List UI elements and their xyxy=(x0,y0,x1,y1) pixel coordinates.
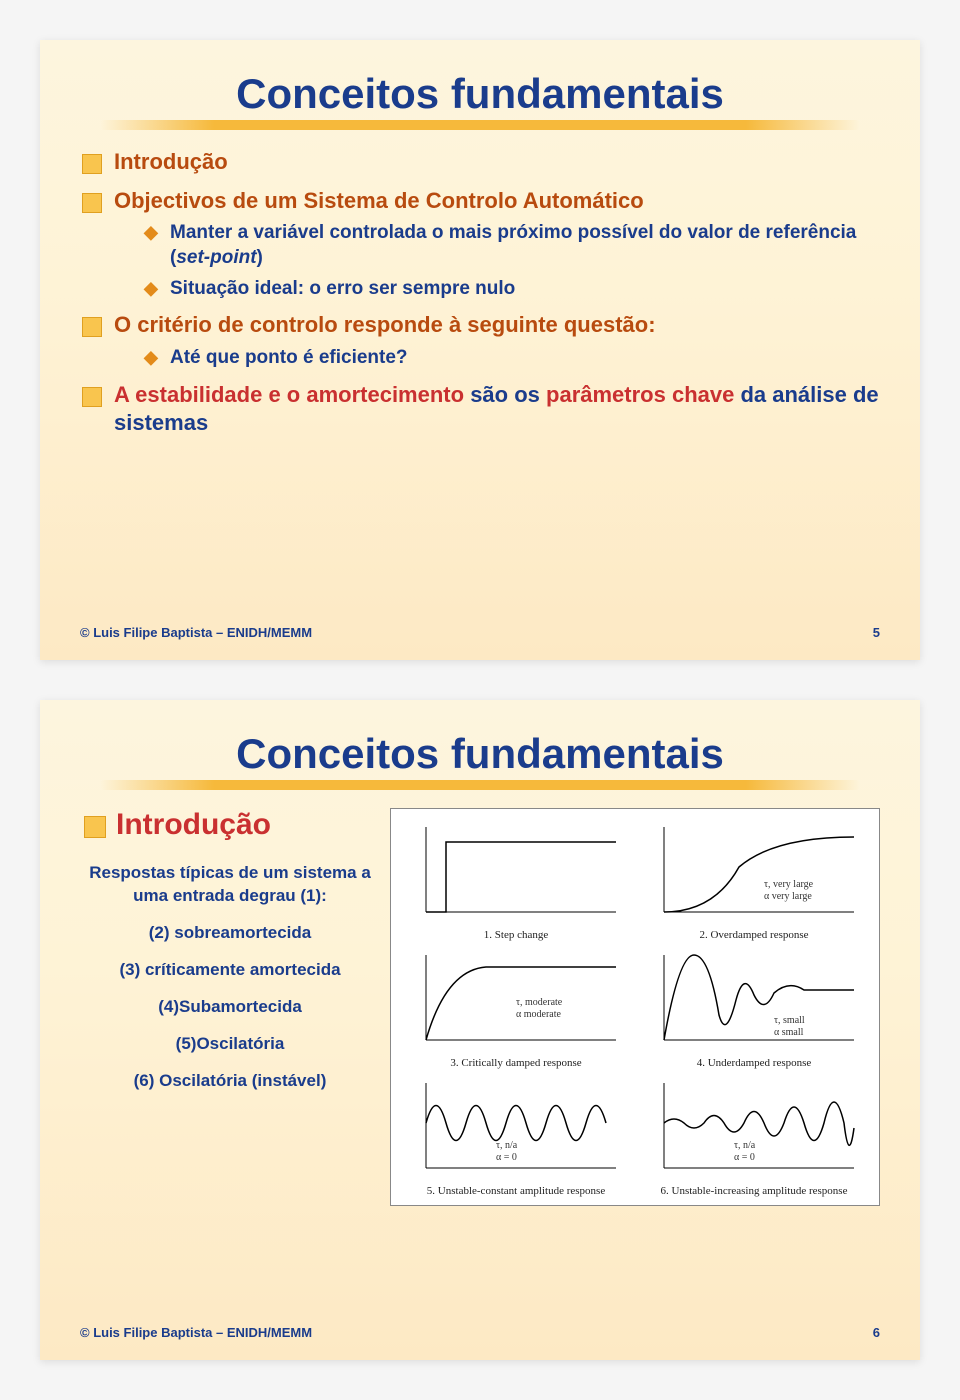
slide-footer: © Luis Filipe Baptista – ENIDH/MEMM 6 xyxy=(80,1325,880,1340)
chart-unstable-increasing: τ, n/a α = 0 6. Unstable-increasing ampl… xyxy=(637,1073,871,1197)
charts-grid: 1. Step change τ, very large α very larg… xyxy=(390,808,880,1206)
title-underline xyxy=(100,120,860,130)
footer-page: 5 xyxy=(873,625,880,640)
chart-overdamped: τ, very large α very large 2. Overdamped… xyxy=(637,817,871,941)
bullet-list: Introdução Objectivos de um Sistema de C… xyxy=(80,148,880,438)
slide-5: Conceitos fundamentais Introdução Object… xyxy=(40,40,920,660)
slide-title: Conceitos fundamentais xyxy=(80,730,880,778)
sub-list: Manter a variável controlada o mais próx… xyxy=(114,221,880,301)
response-item: (3) críticamente amortecida xyxy=(80,959,380,982)
svg-text:α = 0: α = 0 xyxy=(496,1152,517,1163)
chart-step-change: 1. Step change xyxy=(399,817,633,941)
slide-title: Conceitos fundamentais xyxy=(80,70,880,118)
svg-text:α small: α small xyxy=(774,1027,804,1038)
footer-author: © Luis Filipe Baptista – ENIDH/MEMM xyxy=(80,1325,312,1340)
bullet-item: Introdução xyxy=(80,148,880,177)
chart-critically-damped: τ, moderate α moderate 3. Critically dam… xyxy=(399,945,633,1069)
chart-caption: 1. Step change xyxy=(484,929,548,941)
bullet-text: Objectivos de um Sistema de Controlo Aut… xyxy=(114,188,644,213)
chart-underdamped: τ, small α small 4. Underdamped response xyxy=(637,945,871,1069)
response-item: (6) Oscilatória (instável) xyxy=(80,1070,380,1093)
sub-item: Até que ponto é eficiente? xyxy=(144,346,880,371)
svg-text:α moderate: α moderate xyxy=(516,1009,562,1020)
chart-caption: 2. Overdamped response xyxy=(699,929,808,941)
svg-text:τ, moderate: τ, moderate xyxy=(516,997,563,1008)
footer-page: 6 xyxy=(873,1325,880,1340)
response-item: (2) sobreamortecida xyxy=(80,922,380,945)
chart-unstable-constant: τ, n/a α = 0 5. Unstable-constant amplit… xyxy=(399,1073,633,1197)
svg-text:τ, n/a: τ, n/a xyxy=(734,1140,756,1151)
svg-text:α very large: α very large xyxy=(764,891,812,902)
footer-author: © Luis Filipe Baptista – ENIDH/MEMM xyxy=(80,625,312,640)
svg-text:τ, small: τ, small xyxy=(774,1015,805,1026)
slide-footer: © Luis Filipe Baptista – ENIDH/MEMM 5 xyxy=(80,625,880,640)
chart-caption: 6. Unstable-increasing amplitude respons… xyxy=(661,1185,848,1197)
slide2-left-column: Introdução Respostas típicas de um siste… xyxy=(80,808,380,1206)
sub-item: Situação ideal: o erro ser sempre nulo xyxy=(144,277,880,302)
chart-caption: 5. Unstable-constant amplitude response xyxy=(427,1185,605,1197)
bullet-item: A estabilidade e o amortecimento são os … xyxy=(80,381,880,438)
bullet-item: Objectivos de um Sistema de Controlo Aut… xyxy=(80,187,880,302)
slide-6: Conceitos fundamentais Introdução Respos… xyxy=(40,700,920,1360)
svg-text:τ, n/a: τ, n/a xyxy=(496,1140,518,1151)
chart-caption: 3. Critically damped response xyxy=(450,1057,581,1069)
responses-title: Respostas típicas de um sistema a uma en… xyxy=(80,862,380,908)
bullet-item: O critério de controlo responde à seguin… xyxy=(80,311,880,370)
response-item: (4)Subamortecida xyxy=(80,996,380,1019)
sub-item: Manter a variável controlada o mais próx… xyxy=(144,221,880,270)
title-underline xyxy=(100,780,860,790)
sub-list: Até que ponto é eficiente? xyxy=(114,346,880,371)
slide2-body: Introdução Respostas típicas de um siste… xyxy=(80,808,880,1206)
svg-text:τ, very large: τ, very large xyxy=(764,879,814,890)
bullet-text: Introdução xyxy=(114,149,228,174)
chart-caption: 4. Underdamped response xyxy=(697,1057,812,1069)
bullet-text: O critério de controlo responde à seguin… xyxy=(114,312,656,337)
svg-text:α = 0: α = 0 xyxy=(734,1152,755,1163)
intro-heading: Introdução xyxy=(80,808,380,842)
response-item: (5)Oscilatória xyxy=(80,1033,380,1056)
